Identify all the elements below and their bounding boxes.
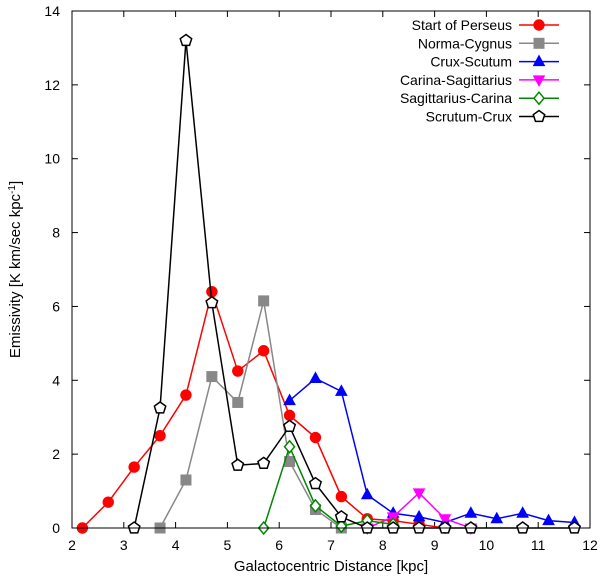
data-point (179, 33, 193, 47)
data-point (334, 509, 348, 523)
legend-label: Start of Perseus (412, 17, 512, 33)
series-2 (283, 371, 581, 527)
legend-label: Scrutum-Crux (426, 109, 512, 125)
x-tick-label: 10 (479, 537, 495, 553)
x-tick-label: 6 (275, 537, 283, 553)
data-point (180, 474, 192, 486)
data-point (335, 384, 348, 396)
y-tick-label: 12 (44, 77, 60, 93)
data-point (206, 371, 218, 383)
legend: Start of Perseus Norma-Cygnus Crux-Scutum C… (400, 17, 559, 125)
data-point (231, 458, 245, 471)
x-tick-label: 7 (327, 537, 335, 553)
data-point (386, 521, 400, 534)
legend-label: Crux-Scutum (430, 54, 512, 70)
data-point (438, 521, 452, 534)
data-point (127, 521, 141, 534)
data-point (283, 393, 296, 406)
data-point (464, 521, 478, 534)
data-point (308, 476, 323, 490)
data-point (128, 461, 140, 473)
data-point (232, 365, 244, 377)
legend-marker (532, 109, 546, 123)
legend-marker (533, 19, 545, 31)
legend-marker (532, 54, 546, 67)
legend-entry: Carina-Sagittarius (400, 72, 559, 88)
legend-entry: Norma-Cygnus (418, 35, 559, 51)
data-point (309, 371, 322, 383)
legend-label: Sagittarius-Carina (400, 90, 512, 106)
data-point (516, 521, 530, 534)
x-tick-label: 8 (379, 537, 387, 553)
x-tick-label: 11 (531, 537, 546, 553)
data-point (335, 490, 348, 503)
data-point (102, 496, 114, 508)
series-1 (154, 295, 347, 534)
series-5 (127, 33, 582, 534)
y-tick-label: 0 (52, 520, 60, 536)
data-point (360, 487, 374, 500)
legend-marker (533, 91, 545, 106)
y-tick-label: 4 (52, 372, 60, 388)
data-point (309, 431, 322, 444)
data-point (335, 518, 348, 534)
data-point (232, 396, 244, 408)
series-line (262, 444, 394, 529)
data-point (309, 498, 322, 514)
x-tick-label: 5 (224, 537, 232, 553)
data-point (257, 345, 270, 357)
data-point (153, 401, 167, 414)
data-point (205, 295, 219, 309)
data-point (464, 506, 478, 518)
data-point (283, 439, 296, 454)
series-layer (76, 33, 582, 536)
data-point (412, 509, 426, 522)
data-point (516, 506, 530, 518)
y-tick-label: 10 (44, 151, 60, 167)
x-tick-label: 12 (582, 537, 598, 553)
legend-entry: Sagittarius-Carina (400, 90, 559, 106)
y-tick-label: 2 (52, 446, 60, 462)
y-tick-label: 14 (44, 3, 60, 19)
data-point (438, 514, 452, 526)
y-tick-label: 8 (52, 225, 60, 241)
data-point (412, 488, 426, 500)
data-point (360, 521, 374, 534)
data-point (180, 389, 192, 401)
x-tick-label: 2 (68, 537, 76, 553)
data-point (542, 513, 555, 526)
data-point (283, 409, 296, 422)
series-line (81, 288, 446, 529)
data-point (258, 295, 270, 307)
legend-label: Carina-Sagittarius (400, 72, 512, 88)
series-line (289, 377, 575, 524)
y-axis-title: Emissivity [K km/sec kpc-1] (7, 181, 25, 358)
data-point (567, 521, 582, 534)
data-point (282, 419, 297, 433)
series-line (159, 300, 342, 529)
data-point (257, 456, 271, 469)
legend-entry: Start of Perseus (412, 17, 559, 33)
legend-marker (533, 37, 545, 49)
legend-entry: Crux-Scutum (430, 54, 559, 70)
x-tick-label: 3 (120, 537, 128, 553)
x-axis-title: Galactocentric Distance [kpc] (234, 558, 428, 575)
legend-label: Norma-Cygnus (418, 35, 512, 51)
x-tick-label: 4 (172, 537, 180, 553)
series-0 (76, 285, 451, 534)
data-point (154, 429, 166, 442)
legend-entry: Scrutum-Crux (426, 109, 559, 125)
data-point (490, 511, 504, 524)
x-tick-label: 9 (431, 537, 439, 553)
legend-marker (532, 75, 546, 87)
tick-marks (71, 10, 591, 529)
data-point (412, 521, 426, 534)
plot-frame (71, 10, 591, 529)
y-tick-label: 6 (52, 298, 60, 314)
